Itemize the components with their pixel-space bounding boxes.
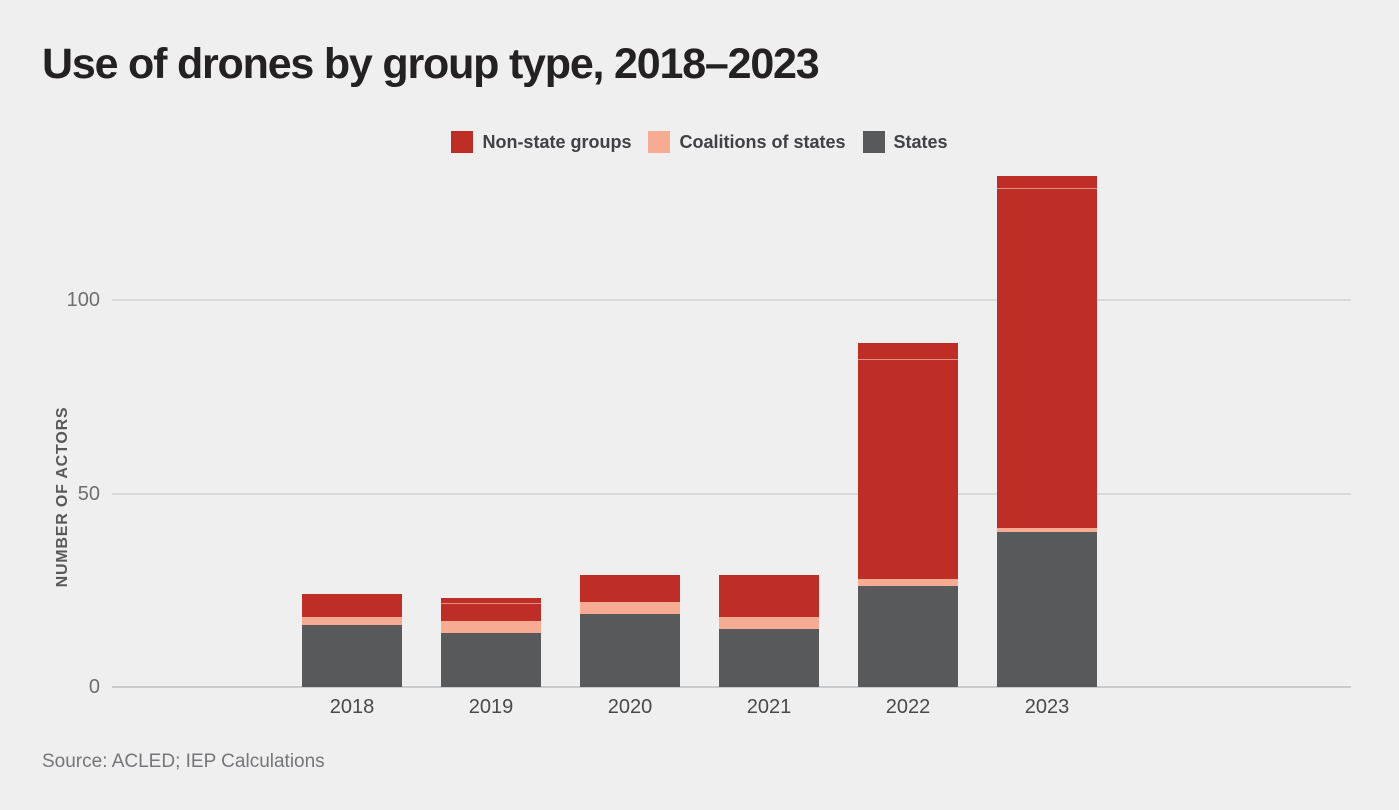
legend-item-non-state-groups: Non-state groups (451, 131, 631, 153)
segment-non-state-groups-2021 (719, 574, 819, 618)
legend-swatch-coalitions-of-states-icon (648, 131, 671, 153)
segment-coalitions-of-states-2018 (302, 617, 402, 626)
chart-title: Use of drones by group type, 2018–2023 (42, 40, 820, 88)
x-tick-label-2021: 2021 (746, 696, 792, 718)
legend-item-states: States (862, 131, 948, 153)
gridline-0 (112, 686, 1351, 688)
segment-divider-line-2023 (997, 188, 1097, 190)
segment-non-state-groups-2018 (302, 594, 402, 618)
y-tick-label-50: 50 (77, 482, 100, 505)
bar-2019 (441, 598, 541, 687)
segment-coalitions-of-states-2019 (441, 621, 541, 633)
x-tick-label-2020: 2020 (607, 696, 653, 718)
segment-non-state-groups-2022 (858, 342, 958, 579)
segment-divider-line-2022 (858, 358, 958, 360)
gridline-100 (112, 299, 1351, 301)
segment-coalitions-of-states-2020 (580, 601, 680, 614)
segment-states-2022 (858, 586, 958, 687)
segment-coalitions-of-states-2023 (997, 528, 1097, 533)
segment-states-2018 (302, 625, 402, 687)
y-tick-label-0: 0 (88, 676, 100, 698)
segment-non-state-groups-2020 (580, 574, 680, 602)
legend-label-non-state-groups: Non-state groups (482, 132, 632, 152)
segment-states-2019 (441, 632, 541, 687)
segment-states-2020 (580, 613, 680, 687)
gridline-50 (112, 492, 1351, 495)
segment-states-2023 (997, 532, 1097, 687)
segment-divider-line-2019 (441, 603, 541, 605)
x-tick-label-2018: 2018 (329, 696, 375, 718)
legend-item-coalitions-of-states: Coalitions of states (648, 131, 846, 153)
source-note: Source: ACLED; IEP Calculations (42, 751, 325, 772)
bar-2021 (719, 574, 819, 687)
legend: Non-state groups Coalitions of states St… (0, 131, 1399, 153)
x-tick-label-2023: 2023 (1024, 696, 1070, 718)
legend-label-states: States (893, 132, 948, 152)
legend-swatch-non-state-groups-icon (451, 131, 474, 153)
bar-2023 (997, 176, 1097, 687)
y-tick-label-100: 100 (66, 289, 100, 311)
x-tick-label-2022: 2022 (885, 696, 931, 718)
segment-coalitions-of-states-2022 (858, 578, 958, 587)
segment-states-2021 (719, 628, 819, 687)
segment-coalitions-of-states-2021 (719, 617, 819, 629)
legend-label-coalitions-of-states: Coalitions of states (679, 132, 846, 152)
x-tick-label-2019: 2019 (468, 696, 514, 718)
bar-2020 (580, 574, 680, 687)
bar-2022 (858, 342, 958, 687)
segment-non-state-groups-2019 (441, 598, 541, 622)
legend-swatch-states-icon (862, 131, 885, 153)
segment-non-state-groups-2023 (997, 176, 1097, 529)
bar-2018 (302, 594, 402, 687)
